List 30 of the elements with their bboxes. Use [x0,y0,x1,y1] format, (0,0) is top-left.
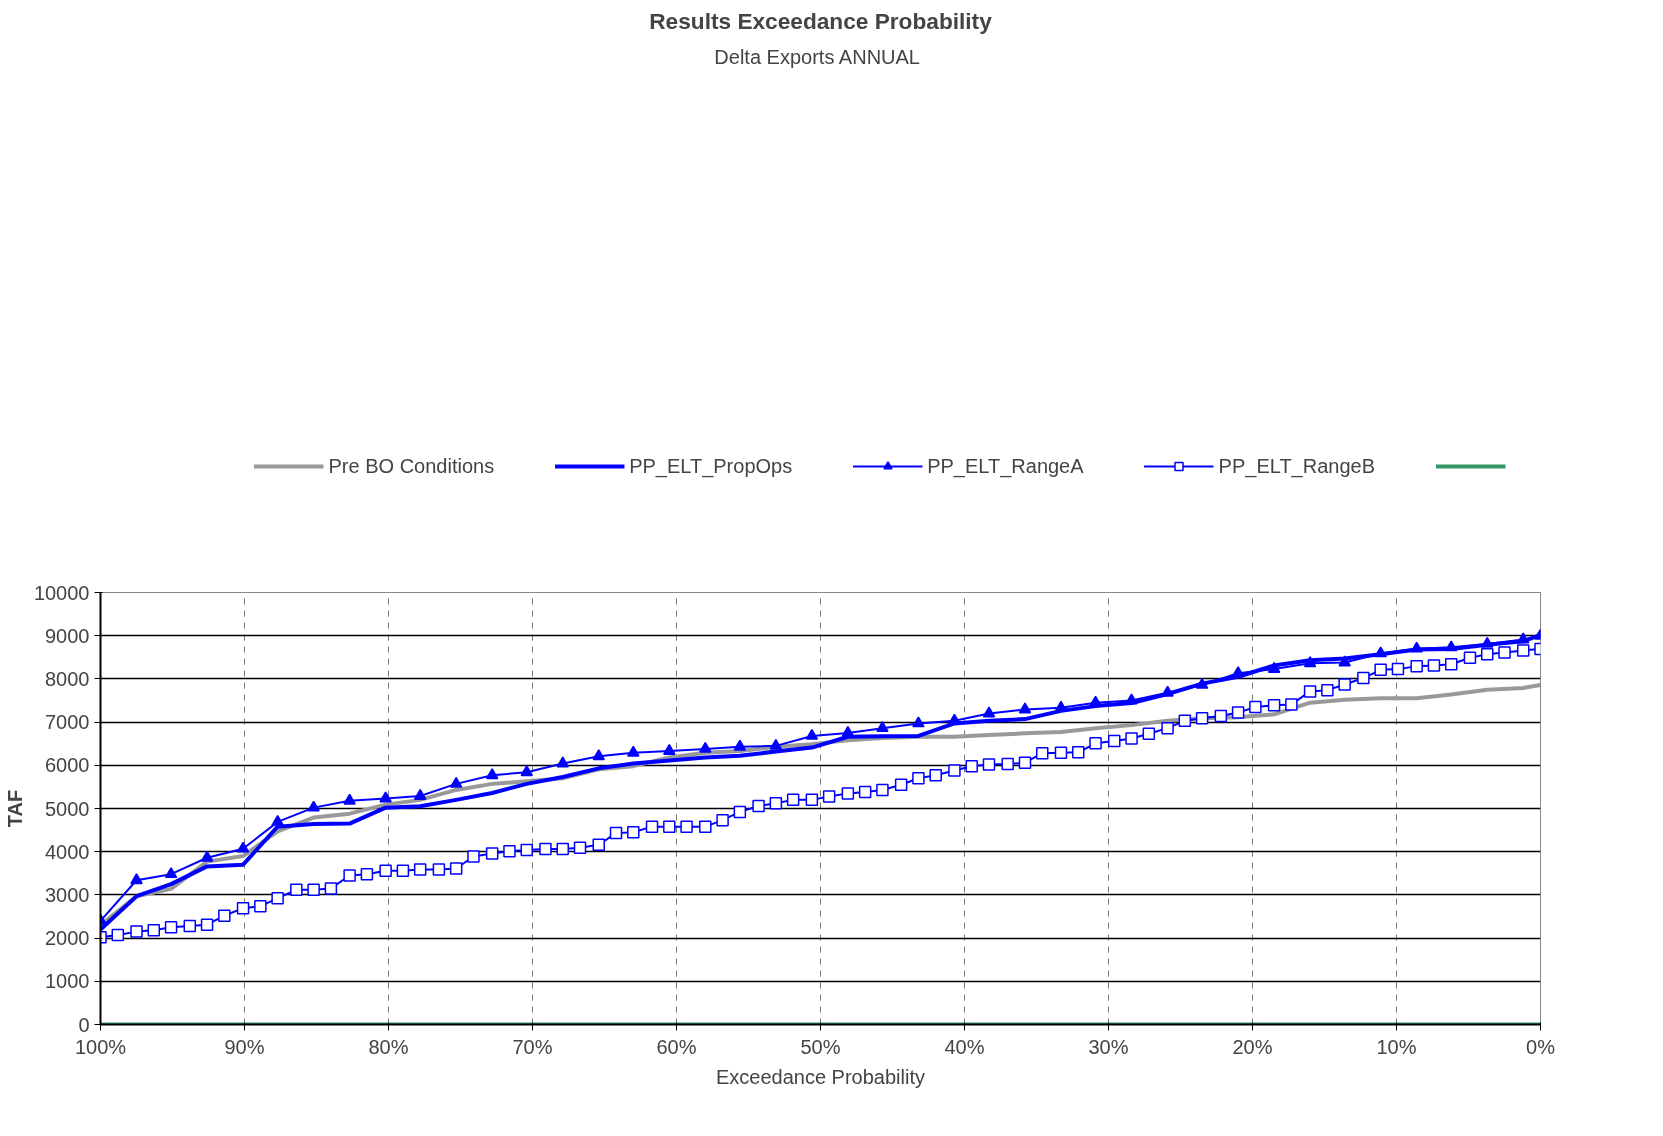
x-tick-label: 0% [1526,1035,1556,1058]
y-axis-title: TAF [3,789,26,828]
y-tick-label: 10000 [33,581,90,604]
x-tick-label: 50% [800,1035,841,1058]
x-tick-label: 40% [944,1035,985,1058]
y-tick-label: 1000 [45,970,90,993]
chart-title: Results Exceedance Probability [649,7,993,34]
x-tick-label: 30% [1088,1035,1129,1058]
y-tick-label: 9000 [45,624,90,647]
y-tick-label: 5000 [45,797,90,820]
x-tick-label: 90% [224,1035,265,1058]
y-tick-label: 0 [78,1013,90,1036]
x-tick-label: 100% [74,1035,127,1058]
y-tick-label: 4000 [45,840,90,863]
y-tick-label: 6000 [45,754,90,777]
x-tick-label: 60% [656,1035,697,1058]
y-tick-label: 3000 [45,883,90,906]
legend-label: PP_ELT_RangeA [927,454,1084,478]
legend-label: PP_ELT_PropOps [629,454,793,478]
y-tick-label: 8000 [45,667,90,690]
chart-subtitle: Delta Exports ANNUAL [714,45,920,68]
x-tick-label: 70% [512,1035,553,1058]
x-tick-label: 80% [368,1035,409,1058]
x-tick-label: 10% [1376,1035,1417,1058]
y-tick-label: 2000 [45,927,90,950]
x-tick-label: 20% [1232,1035,1273,1058]
legend-label: Pre BO Conditions [328,454,495,478]
legend-label: PP_ELT_RangeB [1218,454,1375,478]
x-axis-title: Exceedance Probability [715,1065,926,1088]
y-tick-label: 7000 [45,711,90,734]
